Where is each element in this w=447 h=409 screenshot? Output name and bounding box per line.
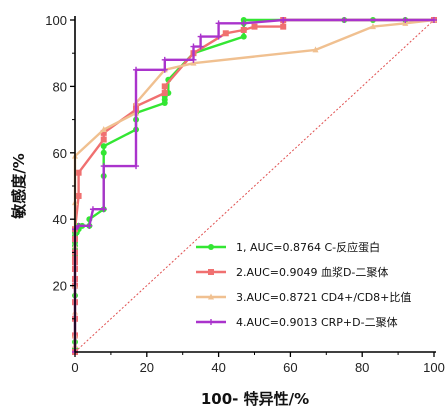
series-4-point [190,43,197,50]
tick-labels: 0 20 40 60 80 100 20 40 60 80 100 [45,13,445,375]
series-4-point [215,20,222,27]
legend-item-4: 4.AUC=0.9013 CRP+D-二聚体 [196,315,398,329]
x-tick-label: 20 [140,360,154,375]
series-2-point [161,90,168,97]
series-2-point [251,23,258,30]
reference-diagonal [74,19,435,353]
axes [70,16,436,357]
legend-label: 3.AUC=0.8721 CD4+/CD8+比值 [236,291,411,304]
series-2-point [100,136,107,143]
x-tick-label: 100 [423,360,445,375]
series-4-point [431,17,437,23]
series-1-point [100,149,107,156]
series-2-point [280,23,287,30]
series-4-point [190,56,197,63]
series-2-point [75,169,82,176]
series-1-point [240,17,247,23]
legend-label: 1, AUC=0.8764 C-反应蛋白 [236,240,380,254]
series-4-point [100,163,107,170]
legend-swatch-marker [208,244,214,250]
series-2-point [161,83,168,90]
legend-swatch-marker [208,269,214,275]
series-4-point [215,33,222,40]
legend: 1, AUC=0.8764 C-反应蛋白 2.AUC=0.9049 血浆D-二聚体… [196,240,411,329]
series-2-point [75,192,82,199]
series-2-point [100,129,107,136]
series-4-point [133,66,140,73]
x-tick-label: 0 [71,360,78,375]
series-4-point [402,17,409,23]
series-4-point [161,56,168,63]
series-1-point [100,143,107,150]
x-tick-label: 60 [283,360,297,375]
series-2-point [222,30,229,37]
y-tick-label: 60 [53,146,67,161]
series-3-point [312,46,319,53]
y-tick-label: 80 [53,79,67,94]
y-tick-label: 100 [45,13,67,28]
series-4-point [197,33,204,40]
series-4-point [86,222,93,229]
x-tick-label: 80 [355,360,369,375]
series-2-point [240,26,247,33]
series-4-line [73,18,434,352]
series-3-point [369,23,376,30]
series-4-point [341,17,348,23]
plot-area [72,16,437,355]
legend-label: 2.AUC=0.9049 血浆D-二聚体 [236,265,388,279]
legend-label: 4.AUC=0.9013 CRP+D-二聚体 [236,315,398,329]
legend-item-1: 1, AUC=0.8764 C-反应蛋白 [196,240,380,254]
series-4-point [197,43,204,50]
legend-swatch-marker [208,319,214,325]
series-1-point [240,33,247,40]
series-4-point [75,222,82,229]
y-axis-title: 敏感度/% [10,153,28,220]
series-4-point [280,17,287,23]
series-4 [72,17,437,355]
series-4-point [100,206,107,213]
legend-swatch-marker [208,293,214,300]
y-tick-label: 40 [53,212,67,227]
series-4-point [89,206,96,213]
x-axis-title: 100- 特异性/% [201,390,309,408]
legend-item-3: 3.AUC=0.8721 CD4+/CD8+比值 [196,291,411,304]
y-tick-label: 20 [53,279,67,294]
legend-item-2: 2.AUC=0.9049 血浆D-二聚体 [196,265,388,279]
series-4-point [240,20,247,27]
series-4-point [133,163,140,170]
series-3-point [100,126,107,133]
series-4-point [161,66,168,73]
x-tick-label: 40 [211,360,225,375]
